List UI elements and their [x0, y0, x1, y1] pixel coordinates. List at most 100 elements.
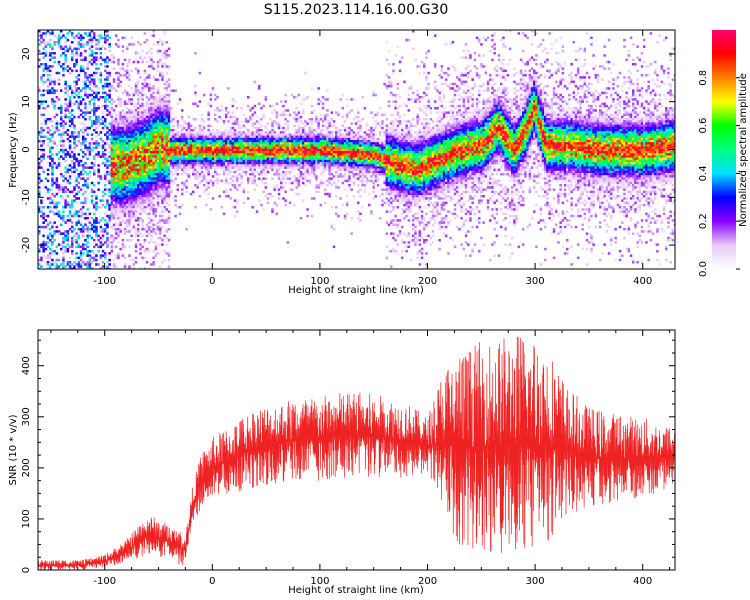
heatmap-cell	[123, 135, 127, 139]
heatmap-cell	[167, 151, 171, 154]
heatmap-cell	[187, 137, 191, 141]
heatmap-cell	[134, 49, 138, 53]
heatmap-cell	[247, 120, 250, 123]
heatmap-cell	[203, 175, 206, 178]
heatmap-cell	[297, 131, 301, 134]
heatmap-cell	[150, 206, 153, 209]
heatmap-cell	[38, 230, 41, 233]
heatmap-cell	[238, 159, 241, 163]
heatmap-cell	[321, 162, 325, 165]
heatmap-cell	[317, 146, 320, 150]
heatmap-cell	[128, 148, 131, 152]
heatmap-cell	[189, 133, 193, 136]
heatmap-cell	[181, 188, 184, 191]
heatmap-cell	[275, 212, 279, 216]
heatmap-cell	[211, 137, 215, 141]
heatmap-cell	[220, 206, 224, 209]
heatmap-cell	[161, 186, 164, 189]
heatmap-cell	[214, 173, 217, 176]
heatmap-cell	[148, 179, 151, 183]
heatmap-cell	[165, 170, 169, 174]
heatmap-cell	[51, 243, 54, 246]
heatmap-cell	[68, 45, 72, 48]
heatmap-cell	[55, 179, 59, 183]
heatmap-cell	[181, 148, 184, 152]
heatmap-cell	[141, 164, 144, 167]
heatmap-cell	[143, 170, 147, 174]
heatmap-cell	[117, 223, 120, 227]
heatmap-cell	[291, 144, 294, 147]
heatmap-cell	[143, 228, 147, 231]
heatmap-cell	[218, 144, 221, 147]
heatmap-cell	[150, 146, 153, 150]
heatmap-cell	[139, 190, 142, 194]
heatmap-cell	[159, 142, 162, 145]
heatmap-cell	[297, 177, 301, 180]
heatmap-cell	[247, 157, 250, 161]
heatmap-cell	[93, 195, 96, 198]
heatmap-cell	[71, 159, 74, 163]
heatmap-cell	[150, 197, 153, 200]
heatmap-cell	[163, 122, 166, 125]
heatmap-cell	[324, 113, 327, 117]
heatmap-cell	[258, 87, 261, 90]
heatmap-cell	[145, 148, 149, 152]
heatmap-cell	[304, 71, 307, 75]
heatmap-cell	[42, 206, 45, 209]
heatmap-cell	[251, 173, 254, 176]
heatmap-cell	[284, 203, 287, 207]
heatmap-cell	[123, 137, 127, 141]
heatmap-cell	[154, 96, 158, 99]
heatmap-cell	[152, 206, 155, 209]
heatmap-cell	[183, 135, 186, 139]
heatmap-cell	[86, 234, 89, 238]
heatmap-cell	[141, 148, 144, 152]
heatmap-cell	[49, 195, 52, 198]
heatmap-cell	[321, 170, 325, 174]
heatmap-cell	[306, 153, 309, 156]
heatmap-cell	[284, 153, 287, 156]
heatmap-cell	[152, 197, 155, 200]
heatmap-cell	[150, 120, 153, 123]
heatmap-cell	[141, 60, 144, 64]
heatmap-cell	[121, 113, 125, 117]
heatmap-cell	[167, 100, 171, 103]
heatmap-cell	[101, 190, 105, 194]
heatmap-cell	[194, 131, 197, 134]
heatmap-cell	[176, 173, 180, 176]
heatmap-cell	[75, 47, 78, 51]
heatmap-cell	[126, 201, 129, 205]
heatmap-cell	[51, 124, 54, 128]
heatmap-cell	[293, 124, 296, 128]
heatmap-cell	[71, 236, 74, 240]
heatmap-cell	[194, 148, 197, 152]
heatmap-cell	[40, 34, 43, 37]
heatmap-cell	[44, 241, 48, 244]
heatmap-cell	[71, 241, 74, 244]
heatmap-cell	[134, 107, 138, 110]
heatmap-cell	[152, 146, 155, 150]
heatmap-cell	[178, 153, 182, 156]
heatmap-cell	[84, 118, 87, 121]
heatmap-cell	[68, 265, 72, 268]
heatmap-cell	[214, 98, 217, 101]
heatmap-cell	[253, 80, 257, 84]
heatmap-cell	[293, 168, 296, 172]
heatmap-cell	[214, 133, 217, 136]
heatmap-cell	[187, 133, 191, 136]
heatmap-cell	[141, 181, 144, 185]
heatmap-cell	[53, 230, 56, 233]
heatmap-cell	[104, 254, 107, 257]
heatmap-cell	[101, 234, 105, 238]
heatmap-cell	[299, 162, 303, 165]
heatmap-cell	[117, 195, 120, 198]
heatmap-cell	[141, 133, 144, 136]
heatmap-cell	[233, 122, 237, 125]
heatmap-cell	[128, 133, 131, 136]
heatmap-cell	[128, 190, 131, 194]
heatmap-cell	[115, 104, 118, 108]
heatmap-cell	[196, 148, 199, 152]
heatmap-cell	[42, 245, 45, 249]
heatmap-cell	[275, 115, 279, 119]
heatmap-cell	[192, 133, 195, 136]
